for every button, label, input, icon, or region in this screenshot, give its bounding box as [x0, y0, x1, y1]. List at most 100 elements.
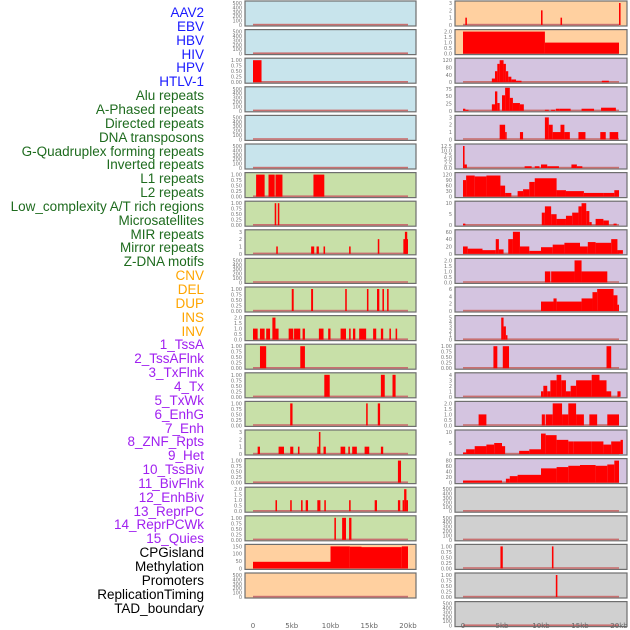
data-bar — [277, 203, 280, 226]
y-tick-label: 0.75 — [231, 521, 242, 527]
data-bar — [564, 132, 570, 140]
y-tick-label: 0.75 — [231, 64, 242, 70]
y-tick-label: 500 — [232, 1, 242, 7]
y-tick-label: 500 — [232, 87, 242, 93]
data-bar — [556, 218, 566, 226]
data-bar — [328, 328, 331, 340]
data-bar — [349, 246, 351, 254]
y-tick-label: 10 — [446, 201, 452, 207]
y-tick-label: 0.50 — [231, 212, 242, 218]
y-tick-label: 40 — [446, 237, 452, 243]
data-bar — [519, 104, 524, 111]
y-tick-label: 1 — [449, 130, 452, 136]
y-tick-label: 1 — [449, 333, 452, 339]
track-label: Mirror repeats — [119, 240, 204, 256]
y-tick-label: 0.25 — [231, 218, 242, 224]
panel-baseline — [463, 338, 619, 340]
data-bar — [524, 166, 532, 168]
data-bar — [352, 328, 356, 340]
panel-baseline — [253, 252, 408, 255]
data-bar — [256, 174, 265, 197]
data-bar — [578, 206, 582, 226]
data-bar — [502, 446, 506, 454]
data-bar — [330, 546, 350, 569]
data-bar — [561, 380, 566, 397]
data-bar — [512, 103, 520, 111]
x-tick-label: 20kb — [399, 622, 417, 630]
y-tick-label: 300 — [232, 267, 242, 273]
track-label: EBV — [176, 18, 204, 34]
data-bar — [587, 242, 596, 254]
y-tick-label: 400 — [232, 263, 242, 269]
data-bar — [545, 414, 553, 426]
y-tick-label: 0.00 — [441, 595, 452, 601]
data-bar — [601, 107, 616, 111]
data-bar — [275, 500, 278, 512]
y-tick-label: 0 — [239, 52, 242, 58]
data-bar — [482, 250, 496, 254]
data-bar — [268, 174, 275, 197]
data-bar — [253, 328, 258, 340]
y-tick-label: 400 — [232, 577, 242, 583]
data-bar — [275, 328, 279, 340]
y-tick-label: 200 — [232, 157, 242, 163]
x-tick-label: 20kb — [610, 622, 628, 630]
data-bar — [401, 546, 408, 569]
data-bar — [501, 317, 504, 340]
panel-background — [244, 429, 417, 456]
panel-baseline — [253, 367, 408, 369]
panel-baseline — [463, 624, 619, 626]
data-bar — [348, 446, 350, 454]
panel-baseline — [253, 23, 408, 26]
panel-background — [244, 114, 417, 142]
y-tick-label: 0.50 — [441, 355, 452, 361]
y-tick-label: 0.50 — [231, 384, 242, 390]
y-tick-label: 0.50 — [231, 412, 242, 418]
y-tick-label: 200 — [232, 272, 242, 278]
y-tick-label: 0.00 — [231, 223, 242, 229]
y-tick-label: 0.75 — [231, 378, 242, 384]
data-bar — [288, 328, 294, 340]
data-bar — [580, 465, 596, 483]
data-bar — [519, 132, 524, 140]
y-tick-label: 12.5 — [441, 144, 452, 150]
panel-background — [454, 572, 628, 599]
y-tick-label: 1.00 — [231, 58, 242, 64]
data-bar — [503, 63, 506, 83]
data-bar — [595, 242, 612, 254]
y-tick-label: 80 — [446, 459, 452, 465]
y-tick-label: 1 — [449, 389, 452, 395]
data-bar — [377, 289, 380, 311]
data-bar — [505, 71, 509, 83]
y-tick-label: 0.00 — [231, 195, 242, 201]
data-bar — [606, 391, 612, 397]
data-bar — [611, 239, 618, 254]
y-tick-label: 500 — [232, 30, 242, 36]
y-tick-label: 200 — [232, 14, 242, 20]
y-tick-label: 100 — [232, 19, 242, 25]
data-bar — [495, 239, 499, 254]
track-label: CPGisland — [139, 545, 204, 561]
data-bar — [578, 132, 586, 140]
data-bar — [568, 441, 574, 454]
data-bar — [474, 176, 487, 197]
y-tick-label: 300 — [232, 38, 242, 44]
data-bar — [552, 403, 563, 426]
track-label: L2 repeats — [140, 185, 204, 201]
y-tick-label: 1.5 — [234, 493, 242, 499]
data-bar — [324, 374, 330, 397]
panel-background — [244, 343, 417, 370]
track-label: L1 repeats — [140, 171, 204, 187]
panel-baseline — [253, 309, 408, 312]
y-tick-label: 2 — [239, 437, 242, 443]
data-bar — [342, 517, 346, 540]
data-bar — [603, 220, 609, 226]
y-tick-label: 0 — [239, 280, 242, 286]
y-tick-label: 0.25 — [441, 361, 452, 367]
panel-baseline — [253, 481, 408, 483]
track-label: 11_BivFlnk — [138, 475, 204, 491]
data-bar — [397, 500, 401, 512]
data-bar — [275, 174, 283, 197]
panel-baseline — [253, 224, 408, 226]
data-bar — [317, 446, 319, 454]
